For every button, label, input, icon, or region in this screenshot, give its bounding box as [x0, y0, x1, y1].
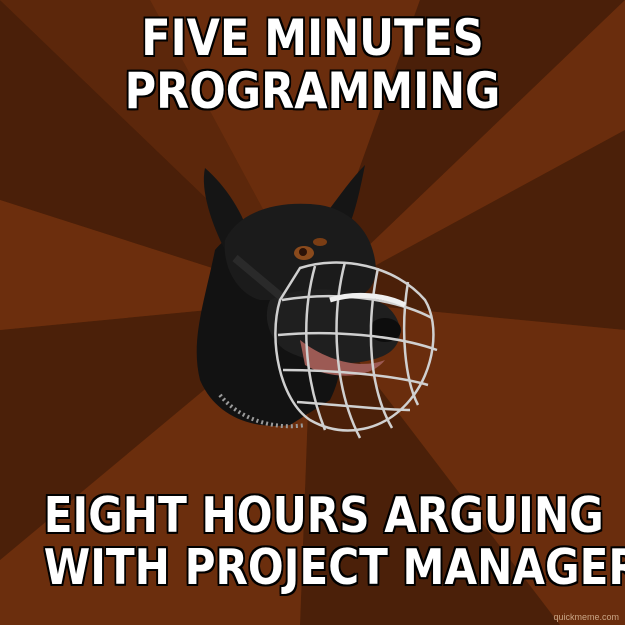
top-caption: FIVE MINUTES PROGRAMMING	[44, 12, 582, 118]
top-caption-line-2: PROGRAMMING	[124, 62, 501, 120]
top-caption-line-1: FIVE MINUTES	[141, 9, 484, 67]
bottom-caption-line-2: WITH PROJECT MANAGERS	[43, 538, 625, 596]
bottom-caption: EIGHT HOURS ARGUING WITH PROJECT MANAGER…	[43, 487, 625, 596]
bottom-caption-line-1: EIGHT HOURS ARGUING	[43, 487, 604, 544]
watermark: quickmeme.com	[553, 612, 619, 622]
